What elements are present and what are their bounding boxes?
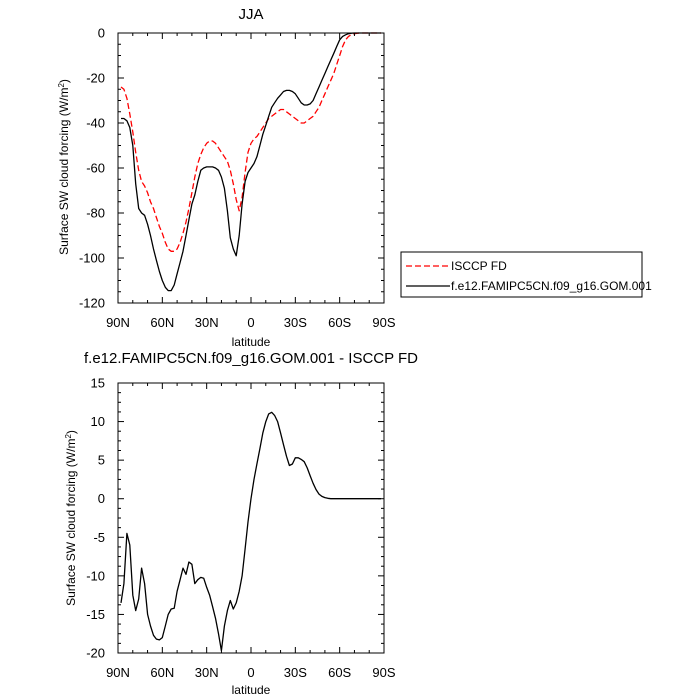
bottom-x-axis-label: latitude bbox=[232, 683, 271, 697]
x-tick-label: 30N bbox=[195, 315, 219, 330]
top-legend: ISCCP FD f.e12.FAMIPC5CN.f09_g16.GOM.001 bbox=[400, 251, 652, 298]
bottom-chart-title: f.e12.FAMIPC5CN.f09_g16.GOM.001 - ISCCP … bbox=[84, 350, 418, 367]
x-tick-label: 30S bbox=[284, 315, 307, 330]
y-tick-label: -20 bbox=[86, 646, 105, 661]
x-tick-label: 30S bbox=[284, 665, 307, 680]
plot-frame bbox=[117, 382, 385, 654]
y-tick-label: 10 bbox=[91, 414, 105, 429]
series-line-1-0 bbox=[120, 411, 381, 652]
x-tick-label: 0 bbox=[247, 665, 254, 680]
bottom-y-axis-label: Surface SW cloud forcing (W/m2) bbox=[64, 430, 79, 606]
series-line-0-1 bbox=[121, 32, 381, 292]
top-plot-area: 90N 60N 30N 0 30S 60S 90S 0 -20 -40 -60 -80 -100 -120 bbox=[79, 26, 396, 331]
series-line-0-0 bbox=[120, 32, 381, 252]
y-tick-label: -15 bbox=[86, 607, 105, 622]
y-tick-label: 0 bbox=[98, 26, 105, 41]
y-tick-label: 0 bbox=[98, 491, 105, 506]
y-tick-label: -5 bbox=[93, 530, 105, 545]
top-chart-title: JJA bbox=[238, 6, 263, 23]
bottom-plot-area: 90N 60N 30N 0 30S 60S 90S 15 10 5 0 -5 -10 -15 -20 bbox=[86, 376, 396, 681]
x-tick-label: 60S bbox=[328, 315, 351, 330]
y-tick-label: -100 bbox=[79, 251, 105, 266]
y-tick-label: 5 bbox=[98, 453, 105, 468]
y-tick-label: 15 bbox=[91, 376, 105, 391]
x-tick-label: 90S bbox=[372, 665, 395, 680]
x-tick-label: 60S bbox=[328, 665, 351, 680]
x-tick-label: 60N bbox=[150, 665, 174, 680]
x-tick-label: 90N bbox=[106, 315, 130, 330]
legend-box bbox=[400, 251, 643, 298]
bottom-panel: f.e12.FAMIPC5CN.f09_g16.GOM.001 - ISCCP … bbox=[64, 350, 419, 697]
legend-label-isccp: ISCCP FD bbox=[451, 259, 507, 273]
y-tick-label: -10 bbox=[86, 568, 105, 583]
y-tick-label: -40 bbox=[86, 116, 105, 131]
top-panel: JJA 90N 60N 30N 0 30S 60S 90S 0 -20 -40 -60 -80 -100… bbox=[57, 6, 653, 349]
x-tick-label: 30N bbox=[195, 665, 219, 680]
x-tick-label: 60N bbox=[150, 315, 174, 330]
x-tick-label: 90N bbox=[106, 665, 130, 680]
x-tick-label: 0 bbox=[247, 315, 254, 330]
y-tick-label: -120 bbox=[79, 296, 105, 311]
legend-label-model: f.e12.FAMIPC5CN.f09_g16.GOM.001 bbox=[451, 279, 652, 293]
top-x-axis-label: latitude bbox=[232, 335, 271, 349]
x-tick-label: 90S bbox=[372, 315, 395, 330]
y-tick-label: -80 bbox=[86, 206, 105, 221]
top-y-axis-label: Surface SW cloud forcing (W/m2) bbox=[57, 79, 72, 255]
y-tick-label: -60 bbox=[86, 161, 105, 176]
y-tick-label: -20 bbox=[86, 71, 105, 86]
